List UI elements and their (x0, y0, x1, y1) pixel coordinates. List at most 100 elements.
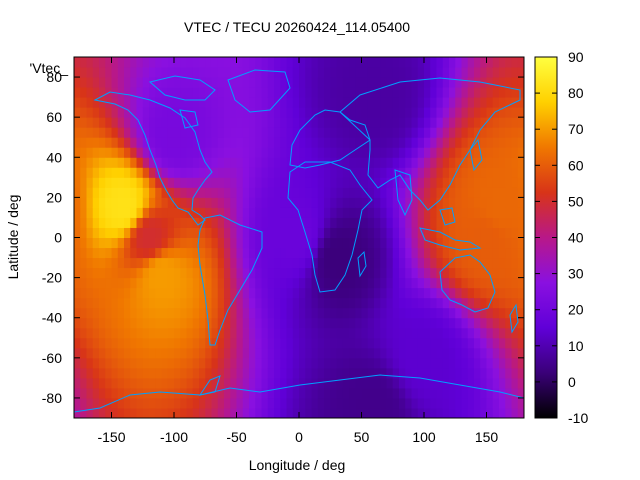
heatmap-cell (330, 227, 337, 238)
heatmap-cell (474, 127, 481, 138)
heatmap-cell (92, 147, 100, 158)
heatmap-cell (242, 347, 250, 359)
heatmap-cell (149, 57, 156, 68)
heatmap-cell (142, 397, 150, 409)
heatmap-cell (261, 77, 269, 88)
heatmap-cell (411, 87, 419, 98)
heatmap-cell (299, 267, 306, 279)
heatmap-cell (192, 247, 200, 259)
heatmap-cell (236, 177, 244, 188)
heatmap-cell (380, 107, 387, 118)
heatmap-cell (424, 397, 431, 409)
heatmap-cell (117, 357, 125, 369)
heatmap-cell (292, 377, 300, 389)
heatmap-cell (511, 207, 519, 218)
heatmap-cell (374, 97, 381, 108)
heatmap-cell (517, 257, 524, 269)
heatmap-cell (405, 327, 412, 339)
heatmap-cell (336, 157, 344, 168)
heatmap-cell (280, 287, 287, 299)
heatmap-cell (261, 327, 269, 339)
heatmap-cell (249, 337, 256, 349)
heatmap-cell (461, 307, 469, 319)
heatmap-cell (411, 227, 419, 238)
heatmap-cell (111, 157, 119, 168)
x-tick-label: -50 (226, 429, 246, 445)
heatmap-cell (336, 237, 344, 249)
heatmap-cell (230, 227, 237, 238)
heatmap-cell (355, 207, 362, 218)
heatmap-cell (499, 377, 506, 389)
heatmap-cell (342, 367, 350, 379)
heatmap-cell (74, 117, 81, 128)
heatmap-cell (505, 327, 512, 339)
heatmap-cell (336, 337, 344, 349)
heatmap-cell (86, 137, 94, 148)
heatmap-cell (174, 137, 181, 148)
heatmap-cell (499, 297, 506, 309)
heatmap-cell (74, 257, 81, 269)
heatmap-cell (455, 107, 462, 118)
heatmap-cell (317, 317, 325, 329)
heatmap-cell (74, 307, 81, 319)
heatmap-cell (186, 277, 194, 289)
heatmap-cell (230, 387, 237, 399)
heatmap-cell (249, 97, 256, 108)
heatmap-cell (117, 237, 125, 249)
heatmap-cell (449, 67, 456, 78)
heatmap-cell (167, 217, 175, 228)
heatmap-cell (399, 87, 406, 98)
heatmap-cell (124, 167, 131, 178)
heatmap-cell (80, 337, 87, 349)
heatmap-cell (236, 97, 244, 108)
heatmap-cell (255, 77, 262, 88)
heatmap-cell (442, 397, 450, 409)
heatmap-cell (330, 87, 337, 98)
heatmap-cell (255, 197, 262, 208)
heatmap-cell (280, 327, 287, 339)
heatmap-cell (274, 397, 281, 409)
heatmap-cell (311, 397, 319, 409)
heatmap-cell (242, 307, 250, 319)
colorbar-tick-label: -10 (568, 410, 588, 426)
heatmap-cell (330, 127, 337, 138)
heatmap-cell (461, 317, 469, 329)
heatmap-cell (142, 217, 150, 228)
heatmap-cell (305, 177, 312, 188)
heatmap-cell (236, 157, 244, 168)
heatmap-cell (92, 167, 100, 178)
heatmap-cell (292, 277, 300, 289)
heatmap-cell (405, 207, 412, 218)
heatmap-cell (180, 377, 187, 389)
heatmap-cell (311, 277, 319, 289)
heatmap-cell (192, 367, 200, 379)
heatmap-cell (124, 97, 131, 108)
heatmap-cell (505, 117, 512, 128)
heatmap-cell (149, 207, 156, 218)
heatmap-cell (317, 147, 325, 158)
heatmap-cell (430, 377, 437, 389)
heatmap-cell (217, 237, 225, 249)
heatmap-cell (99, 287, 106, 299)
heatmap-cell (492, 87, 500, 98)
heatmap-cell (99, 87, 106, 98)
heatmap-cell (442, 237, 450, 249)
heatmap-cell (111, 107, 119, 118)
heatmap-cell (511, 247, 519, 259)
heatmap-cell (417, 167, 425, 178)
heatmap-cell (311, 137, 319, 148)
heatmap-cell (424, 107, 431, 118)
heatmap-cell (324, 407, 331, 418)
heatmap-cell (411, 77, 419, 88)
heatmap-cell (161, 277, 169, 289)
heatmap-cell (317, 397, 325, 409)
heatmap-cell (349, 207, 356, 218)
colorbar-tick-label: 10 (568, 338, 584, 354)
heatmap-cell (130, 317, 137, 329)
heatmap-cell (86, 337, 94, 349)
heatmap-cell (167, 237, 175, 249)
heatmap-cell (117, 307, 125, 319)
heatmap-cell (111, 287, 119, 299)
heatmap-cell (155, 337, 162, 349)
heatmap-cell (342, 397, 350, 409)
